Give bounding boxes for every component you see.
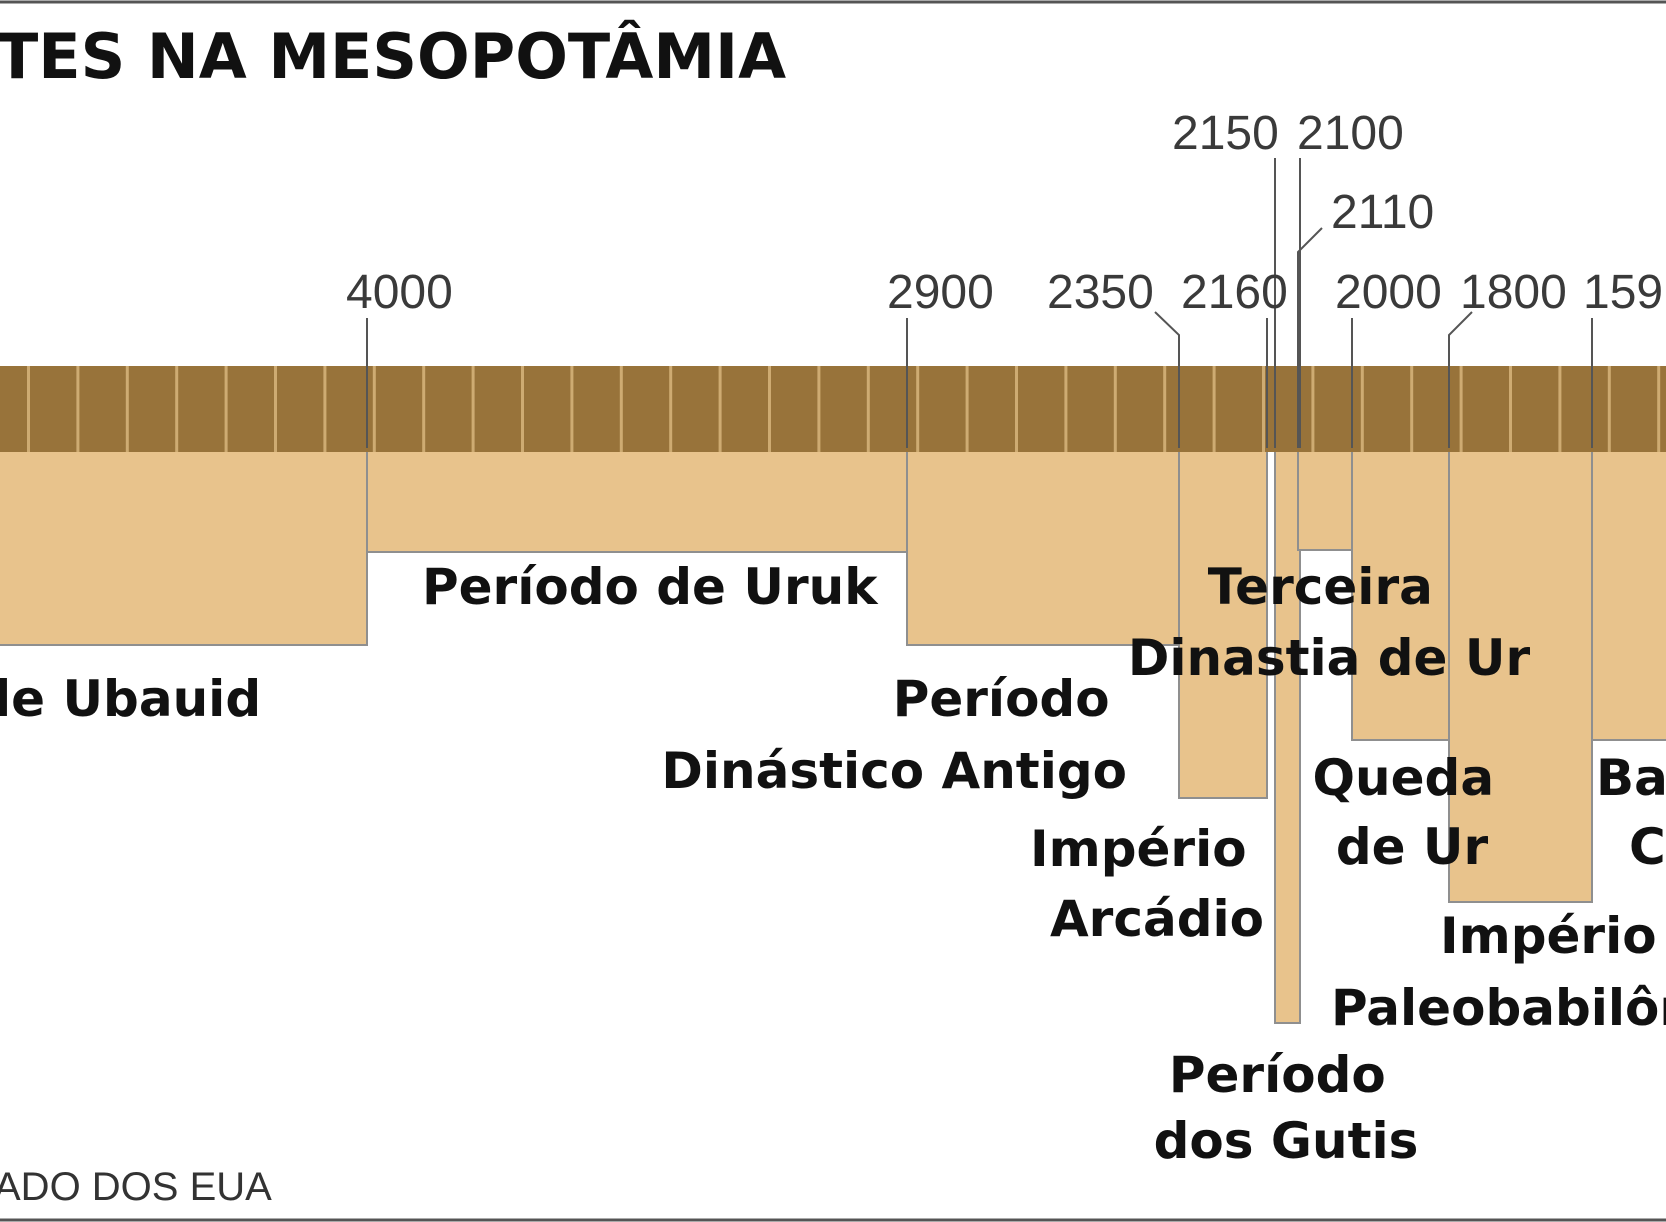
- band-tick-27: [1360, 366, 1364, 452]
- period-box-dinastico-antigo: [906, 447, 1180, 646]
- band-tick-8: [422, 366, 426, 452]
- year-marker-lines: [366, 158, 1593, 448]
- period-labels: le Ubauid Período de Uruk Período Dinást…: [0, 558, 1666, 1170]
- label-cassita: Ba C: [1596, 749, 1666, 876]
- band-tick-16: [817, 366, 821, 452]
- band-tick-24: [1212, 366, 1216, 452]
- label-terceira-dinastia: Terceira Dinastia de Ur: [1128, 558, 1531, 687]
- band-tick-3: [175, 366, 179, 452]
- band-tick-1: [76, 366, 80, 452]
- year-label-2150: 2150: [1172, 107, 1279, 160]
- source-credit: ADO DOS EUA: [0, 1165, 272, 1209]
- year-label-159x: 159: [1583, 266, 1663, 319]
- band-tick-29: [1459, 366, 1463, 452]
- band-tick-25: [1262, 366, 1265, 452]
- band-ticks: [27, 366, 1661, 452]
- band-tick-19: [965, 366, 969, 452]
- band-tick-2: [125, 366, 129, 452]
- period-box-paleobabilonico: [1448, 447, 1593, 903]
- timeline-band: [0, 366, 1666, 452]
- band-tick-13: [669, 366, 673, 452]
- year-label-1800: 1800: [1460, 266, 1567, 319]
- year-labels: 4000 2900 2350 2160 2150 2100 2110 2000 …: [346, 107, 1663, 319]
- label-imperio-arcadio: Império Arcádio: [1030, 820, 1264, 948]
- period-box-terceira-dinastia: [1297, 447, 1353, 551]
- period-box-uruk: [366, 447, 908, 553]
- band-tick-22: [1113, 366, 1117, 452]
- period-box-imperio-arcadio: [1178, 447, 1268, 799]
- band-tick-14: [718, 366, 722, 452]
- band-tick-26: [1311, 366, 1315, 452]
- label-gutis: Período dos Gutis: [1154, 1046, 1419, 1170]
- label-queda-de-ur: Queda de Ur: [1313, 749, 1512, 876]
- band-tick-12: [619, 366, 623, 452]
- band-tick-32: [1607, 366, 1611, 452]
- band-tick-21: [1064, 366, 1068, 452]
- year-label-4000: 4000: [346, 266, 453, 319]
- label-paleobabilonico: Império Paleobabilôn: [1331, 907, 1666, 1037]
- band-tick-6: [323, 366, 327, 452]
- band-tick-11: [570, 366, 574, 452]
- band-tick-31: [1558, 366, 1562, 452]
- band-tick-28: [1410, 366, 1414, 452]
- year-label-2350: 2350: [1047, 266, 1154, 319]
- label-uruk: Período de Uruk: [422, 558, 879, 616]
- band-tick-5: [274, 366, 277, 452]
- band-tick-9: [471, 366, 475, 452]
- band-tick-17: [866, 366, 870, 452]
- band-tick-23: [1163, 366, 1167, 452]
- band-tick-10: [521, 366, 524, 452]
- band-background: [0, 366, 1666, 452]
- band-tick-30: [1509, 366, 1512, 452]
- year-label-2100: 2100: [1297, 107, 1404, 160]
- period-box-cassita: [1591, 447, 1666, 741]
- period-boxes: [0, 447, 1666, 1024]
- band-tick-33: [1657, 366, 1661, 452]
- year-label-2900: 2900: [887, 266, 994, 319]
- marker-line-2110: [1297, 227, 1323, 448]
- marker-line-1800: [1448, 311, 1473, 448]
- page-title: TES NA MESOPOTÂMIA: [0, 20, 786, 93]
- label-dinastico-antigo: Período Dinástico Antigo: [661, 670, 1127, 800]
- marker-line-2350: [1154, 311, 1180, 448]
- band-tick-15: [768, 366, 771, 452]
- year-label-2110: 2110: [1331, 186, 1434, 239]
- year-label-2000: 2000: [1335, 266, 1442, 319]
- period-box-ubauid: [0, 447, 368, 646]
- period-box-gutis: [1274, 447, 1301, 1024]
- band-tick-7: [372, 366, 376, 452]
- band-tick-18: [916, 366, 920, 452]
- band-tick-0: [27, 366, 30, 452]
- band-tick-4: [224, 366, 228, 452]
- label-ubauid: le Ubauid: [0, 670, 261, 728]
- band-tick-20: [1015, 366, 1018, 452]
- year-label-2160: 2160: [1181, 266, 1288, 319]
